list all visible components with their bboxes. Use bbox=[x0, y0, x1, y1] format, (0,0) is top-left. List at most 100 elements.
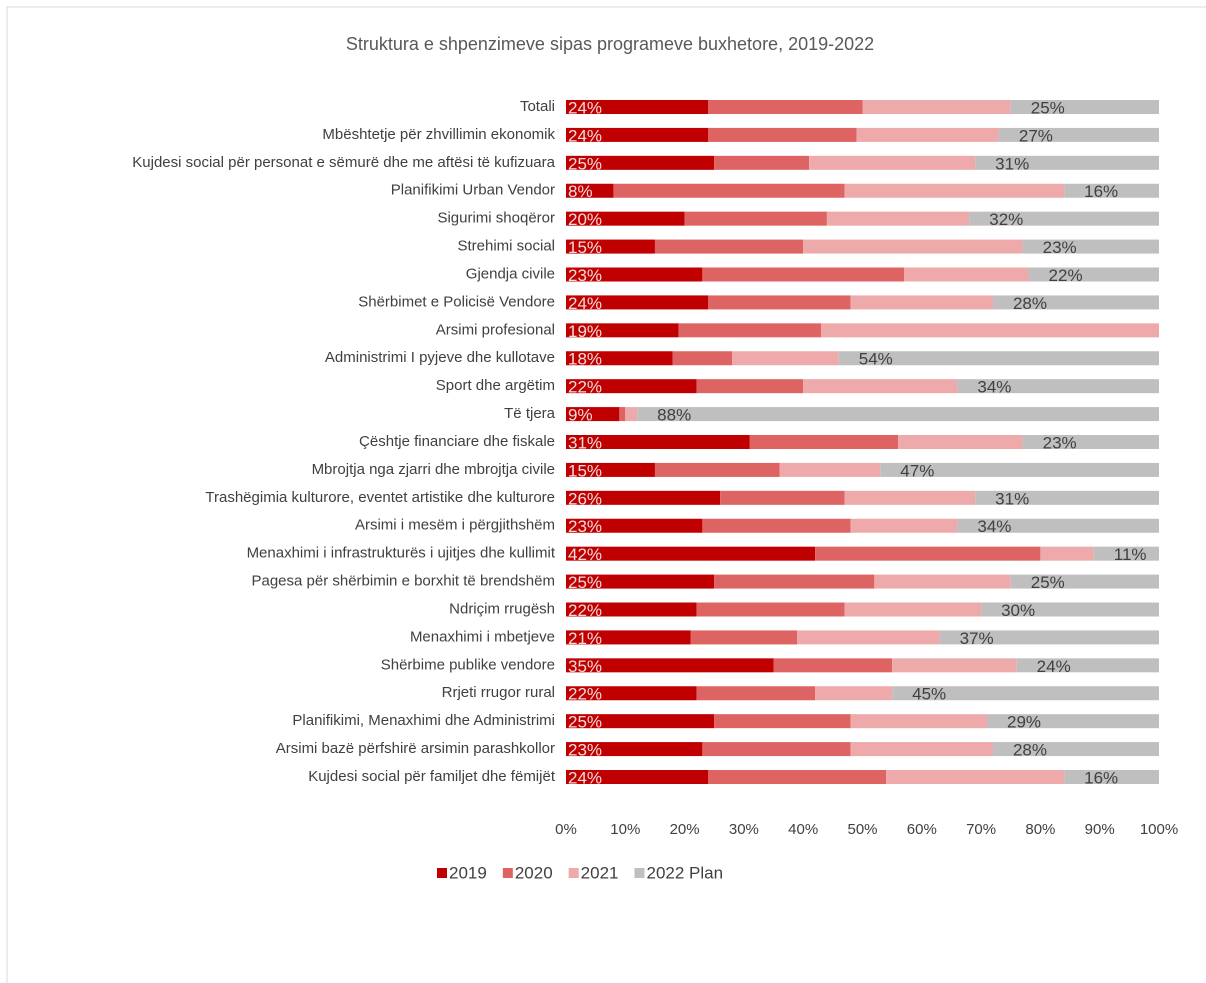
data-label: 42% bbox=[568, 545, 602, 564]
bar-segment bbox=[566, 435, 750, 449]
legend-swatch bbox=[568, 868, 579, 878]
x-tick-label: 70% bbox=[966, 821, 996, 838]
bar-segment bbox=[1010, 100, 1159, 114]
bar-segment bbox=[684, 211, 827, 226]
bar-segment bbox=[992, 742, 1159, 757]
x-tick-label: 60% bbox=[907, 821, 937, 838]
bar-segment bbox=[708, 127, 857, 142]
data-label: 47% bbox=[900, 461, 934, 480]
bar-segment bbox=[803, 239, 1023, 254]
category-label: Menaxhimi i mbetjeve bbox=[410, 628, 555, 645]
legend-swatch bbox=[437, 868, 447, 878]
x-tick-label: 40% bbox=[788, 821, 818, 838]
category-label: Administrimi I pyjeve dhe kullotave bbox=[325, 349, 555, 366]
bar-segment bbox=[566, 267, 703, 282]
category-label: Ndriçim rrugësh bbox=[449, 600, 555, 617]
category-label: Planifikimi, Menaxhimi dhe Administrimi bbox=[292, 712, 555, 729]
data-label: 28% bbox=[1013, 294, 1047, 313]
bar-segment bbox=[566, 127, 709, 142]
bar-segment bbox=[898, 435, 1023, 449]
data-label: 31% bbox=[568, 433, 602, 452]
bar-segment bbox=[732, 351, 839, 366]
bar-segment bbox=[702, 518, 851, 533]
bar-segment bbox=[566, 574, 715, 589]
legend-label: 2019 bbox=[449, 863, 487, 882]
bar-segment bbox=[856, 127, 999, 142]
category-label: Rrjeti rrugor rural bbox=[442, 684, 555, 701]
bar-segment bbox=[566, 100, 709, 114]
data-label: 37% bbox=[960, 629, 994, 648]
data-label: 15% bbox=[568, 461, 602, 480]
bar-segment bbox=[696, 602, 845, 617]
data-label: 24% bbox=[1037, 657, 1071, 676]
x-tick-label: 0% bbox=[555, 821, 577, 838]
x-tick-label: 80% bbox=[1025, 821, 1055, 838]
data-label: 16% bbox=[1084, 768, 1118, 787]
bar-segment bbox=[566, 630, 691, 645]
bar-segment bbox=[672, 351, 733, 366]
bar-segment bbox=[892, 686, 1159, 701]
bar-segment bbox=[797, 630, 940, 645]
bar-segment bbox=[566, 211, 685, 226]
data-label: 11% bbox=[1114, 545, 1147, 564]
data-label: 16% bbox=[1084, 182, 1118, 201]
bar-segment bbox=[779, 462, 881, 477]
data-label: 23% bbox=[568, 517, 602, 536]
data-label: 35% bbox=[568, 657, 602, 676]
bar-segment bbox=[566, 323, 679, 338]
legend-label: 2021 bbox=[581, 863, 619, 882]
bar-segment bbox=[708, 100, 863, 114]
bar-segment bbox=[708, 295, 851, 310]
bar-segment bbox=[566, 379, 697, 394]
bar-segment bbox=[566, 602, 697, 617]
data-label: 23% bbox=[1043, 433, 1077, 452]
bar-segment bbox=[566, 714, 715, 729]
bar-segment bbox=[815, 686, 893, 701]
data-label: 8% bbox=[568, 182, 593, 201]
data-label: 34% bbox=[977, 517, 1011, 536]
bar-segment bbox=[1064, 183, 1159, 198]
bar-segment bbox=[939, 630, 1159, 645]
data-label: 45% bbox=[912, 685, 946, 704]
bar-segment bbox=[749, 435, 899, 449]
data-label: 25% bbox=[568, 154, 602, 173]
category-label: Pagesa për shërbimin e borxhit të brends… bbox=[251, 573, 555, 590]
bar-segment bbox=[654, 462, 780, 477]
data-label: 9% bbox=[568, 406, 593, 425]
legend-swatch bbox=[634, 868, 645, 878]
bar-segment bbox=[975, 490, 1159, 505]
bar-segment bbox=[850, 295, 993, 310]
data-label: 24% bbox=[568, 294, 602, 313]
data-label: 88% bbox=[657, 406, 691, 425]
bar-segment bbox=[702, 742, 851, 757]
bar-segment bbox=[714, 574, 875, 589]
bar-segment bbox=[773, 658, 893, 673]
bar-segment bbox=[987, 714, 1159, 729]
bar-segment bbox=[1093, 546, 1159, 561]
category-label: Arsimi i mesëm i përgjithshëm bbox=[355, 517, 555, 534]
bar-segment bbox=[678, 323, 821, 338]
category-label: Sigurimi shoqëror bbox=[437, 210, 555, 227]
bar-segment bbox=[838, 351, 1159, 366]
bar-segment bbox=[892, 658, 1017, 673]
category-label: Strehimi social bbox=[457, 238, 555, 255]
bar-segment bbox=[696, 379, 804, 394]
bar-segment bbox=[566, 295, 709, 310]
bar-segment bbox=[809, 155, 976, 170]
bar-segment bbox=[566, 239, 655, 254]
data-label: 34% bbox=[977, 378, 1011, 397]
legend-swatch bbox=[502, 868, 513, 878]
data-label: 29% bbox=[1007, 713, 1041, 732]
bar-segment bbox=[702, 267, 905, 282]
bar-segment bbox=[992, 295, 1159, 310]
bar-segment bbox=[714, 714, 851, 729]
data-label: 19% bbox=[568, 322, 602, 341]
data-label: 32% bbox=[989, 210, 1023, 229]
data-label: 31% bbox=[995, 489, 1029, 508]
bar-segment bbox=[820, 323, 1159, 338]
chart-frame bbox=[6, 6, 1206, 983]
category-label: Kujdesi social për familjet dhe fëmijët bbox=[308, 768, 556, 785]
bar-segment bbox=[637, 407, 1159, 422]
bar-segment bbox=[566, 742, 703, 757]
x-tick-label: 10% bbox=[610, 821, 640, 838]
